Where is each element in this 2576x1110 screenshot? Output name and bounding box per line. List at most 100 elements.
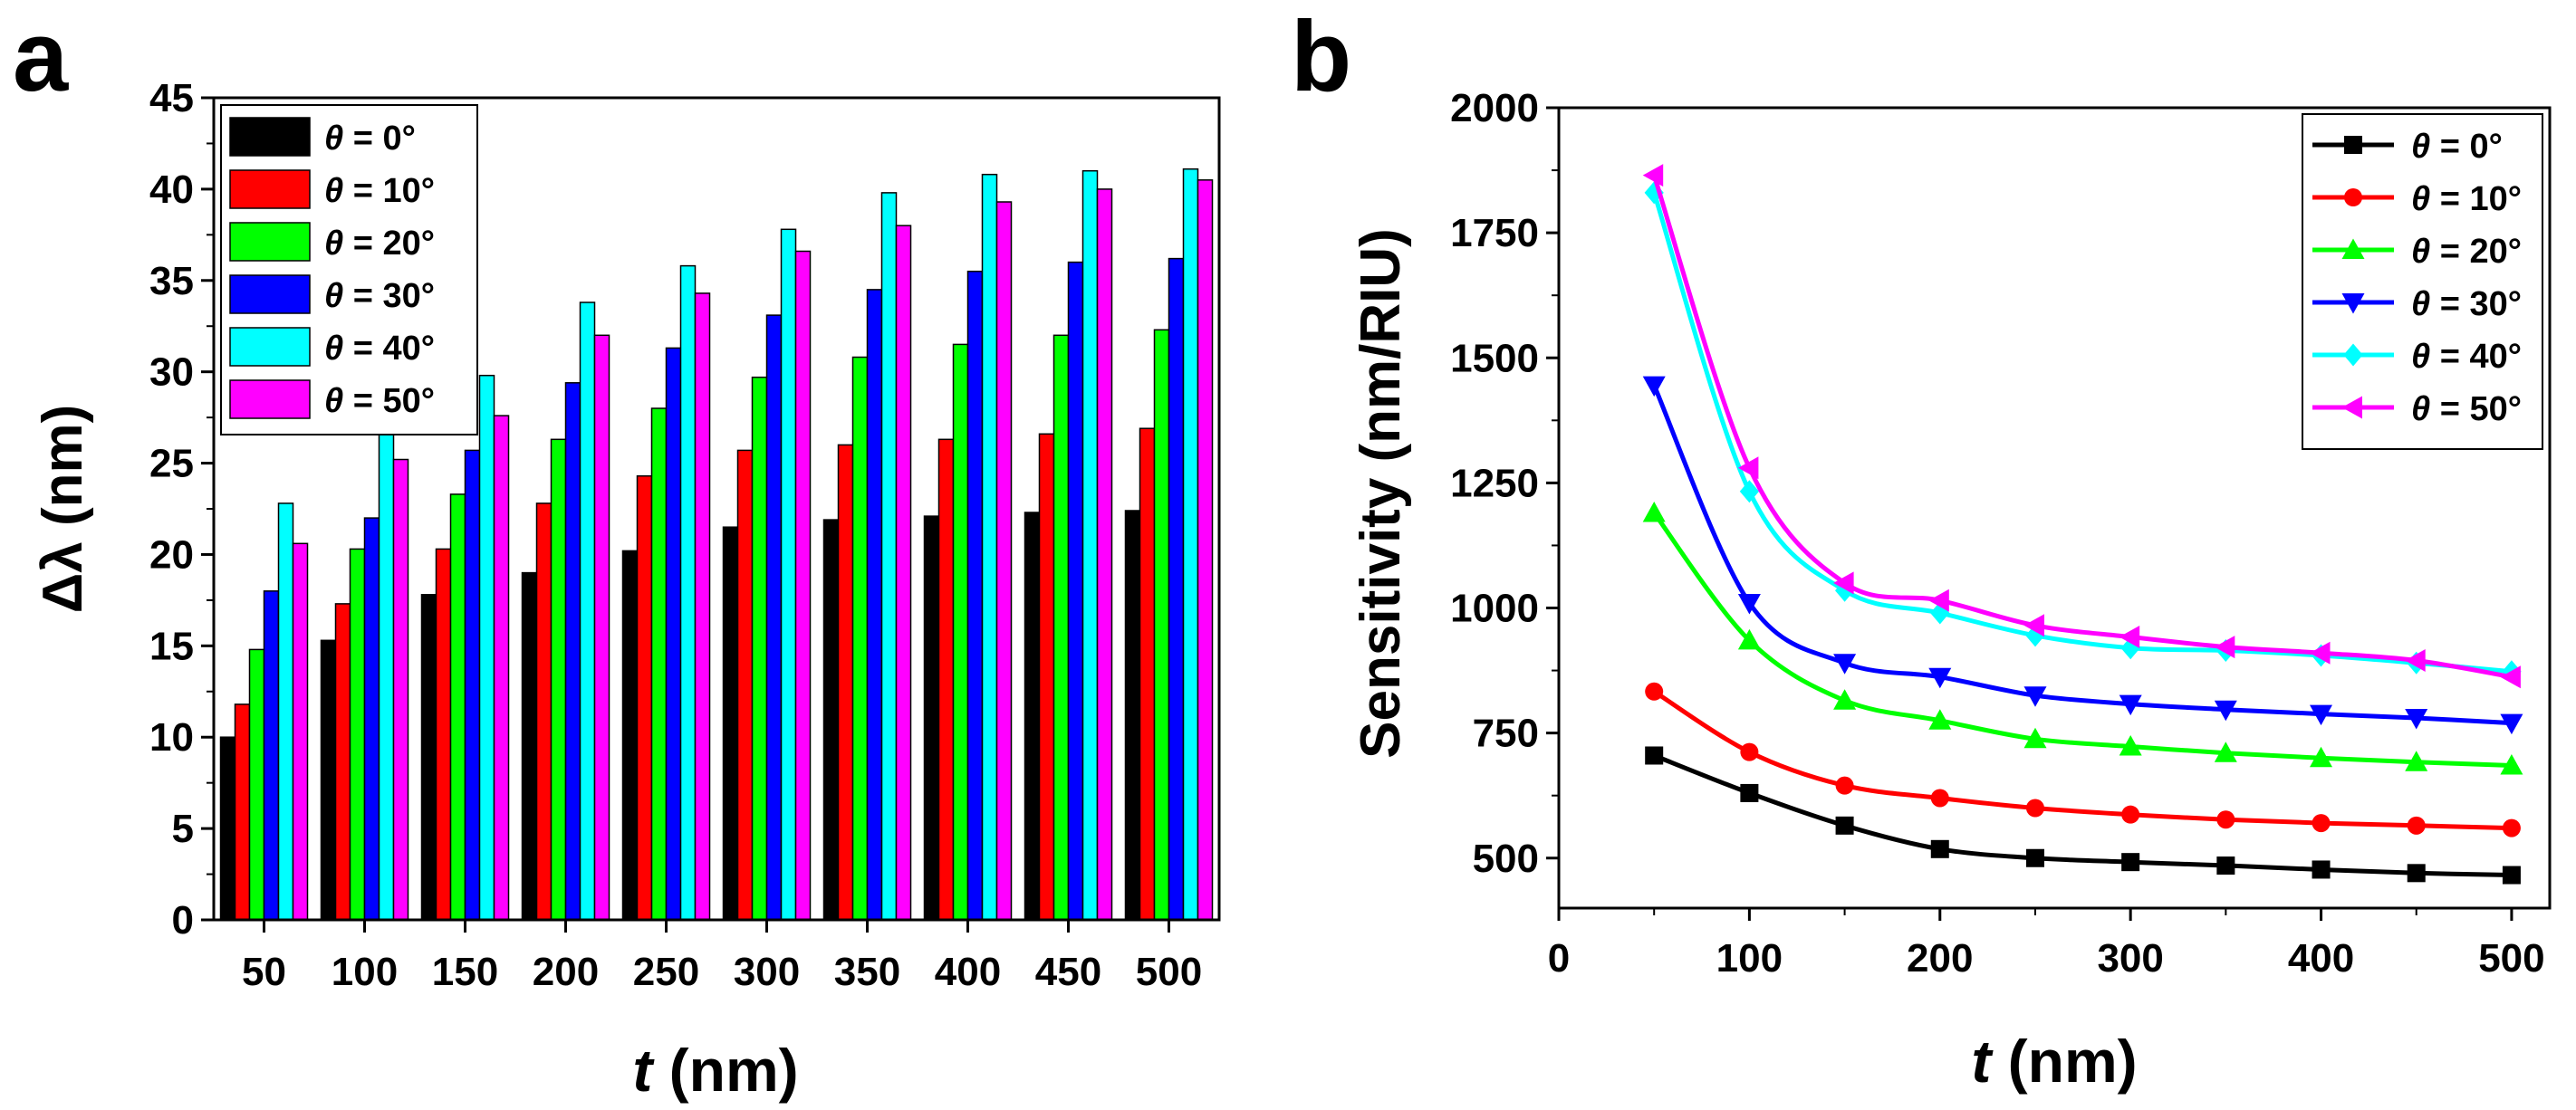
bar [334,603,351,921]
bar [952,343,969,921]
data-point [1833,689,1857,710]
series-line [1652,512,2512,768]
bar [794,250,812,921]
panel-b-letter: b [1291,1,1351,112]
y-tick-label: 5 [172,807,194,851]
data-point [1833,571,1854,595]
x-axis-label-b: t (nm) [1971,1028,2137,1095]
legend-marker [2341,293,2365,314]
x-axis-label-a: t (nm) [632,1037,798,1104]
series-line [1652,689,2512,831]
x-tick-label: 400 [935,950,1001,994]
legend-a: θ = 0° θ = 10° θ = 20° θ = 30° θ = 40° θ = 50… [220,104,478,435]
bar [650,407,668,921]
data-point [1928,588,1949,612]
bar [866,289,883,921]
x-tick-label: 450 [1035,950,1101,994]
bar [736,449,754,921]
data-point [1930,789,1949,808]
bar [593,334,610,921]
legend-marker [2341,396,2362,419]
x-tick-label: 500 [1136,950,1202,994]
bar [277,502,294,921]
data-point [1928,667,1952,689]
bar [1067,261,1084,921]
data-point [2405,709,2428,730]
x-axis-a: 50 100 150 200 250 300 350 400 450 500 [242,920,1202,994]
bar [1053,334,1070,921]
x-tick-label: 200 [533,950,599,994]
legend-label: θ = 30° [324,277,435,315]
data-point [2119,694,2142,716]
y-tick-label: 15 [149,624,194,668]
bar [363,517,380,921]
data-point [2023,727,2047,749]
bar [1096,188,1113,921]
y-tick-label: 1750 [1450,211,1539,255]
legend-marker [2341,238,2365,259]
legend-swatch [229,117,311,157]
legend-label: θ = 50° [2411,390,2522,428]
legend-label: θ = 20° [2411,233,2522,271]
bar [621,550,639,921]
bar [981,173,998,921]
data-point [2312,860,2331,879]
data-point [1833,654,1857,675]
y-tick-label: 40 [149,167,194,212]
data-point [1642,164,1664,187]
data-point [2023,686,2047,707]
x-tick-label: 50 [242,950,286,994]
legend-marker [2344,136,2362,154]
data-point [1737,628,1761,650]
data-point [2216,856,2235,876]
bar [1153,329,1170,921]
bar [1139,427,1156,921]
panel-a-letter: a [13,1,69,112]
y-tick-label: 10 [149,715,194,760]
bar [1024,512,1041,921]
x-axis-label-b-var: t [1971,1028,1994,1095]
line-chart-series [1642,164,2523,885]
x-tick-label: 200 [1907,936,1973,981]
data-point [2119,626,2140,648]
data-point [2502,818,2521,837]
legend-b: θ = 0° θ = 10° θ = 20° θ = 30° θ = 40° θ = 50… [2302,113,2543,450]
bar [694,292,711,921]
y-axis-label-b: Sensitivity (nm/RIU) [1350,228,1412,759]
bar [895,225,912,921]
legend-label: θ = 0° [2411,128,2503,166]
data-point [2121,805,2140,824]
bar-chart-a: 0 5 10 15 20 25 30 35 40 45 50 100 150 200 250 300 350 4… [32,76,1221,1104]
bar [1081,169,1099,921]
legend-swatch [229,169,311,209]
data-point [2500,665,2521,689]
legend-swatch [229,222,311,262]
y-axis-a: 0 5 10 15 20 25 30 35 40 45 [149,76,214,943]
data-point [2310,746,2332,768]
x-tick-label: 300 [734,950,800,994]
bar [636,474,653,921]
data-point [2310,704,2332,726]
legend-marker [2344,188,2362,206]
x-axis-label-a-var: t [632,1037,655,1104]
data-point [2310,641,2331,665]
legend-label: θ = 20° [324,225,435,263]
bar [1182,167,1199,921]
bar [751,376,768,921]
bar [392,458,409,921]
series-line [1651,384,2513,726]
series-line [1653,753,2512,877]
y-tick-label: 35 [149,259,194,303]
data-point [1928,709,1952,730]
y-tick-label: 0 [172,898,194,943]
bar [550,438,567,921]
data-point [1835,776,1854,795]
bar [263,590,280,921]
x-tick-label: 100 [1716,936,1783,981]
bar [349,548,366,921]
bar [822,519,840,921]
bar [493,415,510,921]
bar [937,438,955,921]
bar [464,449,481,921]
y-tick-label: 30 [149,350,194,395]
